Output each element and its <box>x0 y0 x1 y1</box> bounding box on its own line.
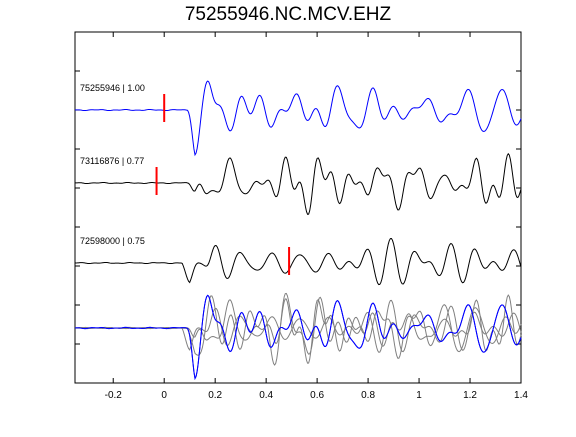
trace-75255946 <box>74 80 522 157</box>
overlay-trace-extra <box>74 292 522 366</box>
x-tick-label: 0 <box>161 390 167 401</box>
plot-frame <box>74 31 522 384</box>
overlay-trace-73116876 <box>74 294 522 364</box>
x-tick-label: 0.8 <box>361 390 375 401</box>
x-ticks: -0.2 0 0.2 0.4 0.6 0.8 1 1.2 1.4 <box>105 32 528 401</box>
x-tick-label: 0.4 <box>259 390 273 401</box>
traces <box>74 80 522 286</box>
x-tick-label: 0.2 <box>208 390 222 401</box>
trace-label-72598000: 72598000 | 0.75 <box>80 236 145 246</box>
overlay-trace-reference <box>74 294 522 381</box>
overlay-group <box>74 292 522 381</box>
chart-title: 75255946.NC.MCV.EHZ <box>184 4 392 25</box>
trace-72598000 <box>74 237 522 286</box>
overlay-trace-72598000 <box>74 299 522 353</box>
pick-markers <box>155 94 291 275</box>
x-tick-label: -0.2 <box>105 390 123 401</box>
trace-label-75255946: 75255946 | 1.00 <box>80 83 145 93</box>
trace-labels: 75255946 | 1.00 73116876 | 0.77 72598000 |… <box>80 83 145 246</box>
overlay-trace-75255946 <box>74 294 522 381</box>
y-ticks <box>75 31 521 384</box>
trace-73116876 <box>74 152 522 215</box>
x-tick-label: 0.6 <box>310 390 324 401</box>
x-tick-label: 1.2 <box>463 390 477 401</box>
x-tick-label: 1.4 <box>514 390 528 401</box>
trace-label-73116876: 73116876 | 0.77 <box>80 156 144 166</box>
x-tick-label: 1 <box>416 390 422 401</box>
